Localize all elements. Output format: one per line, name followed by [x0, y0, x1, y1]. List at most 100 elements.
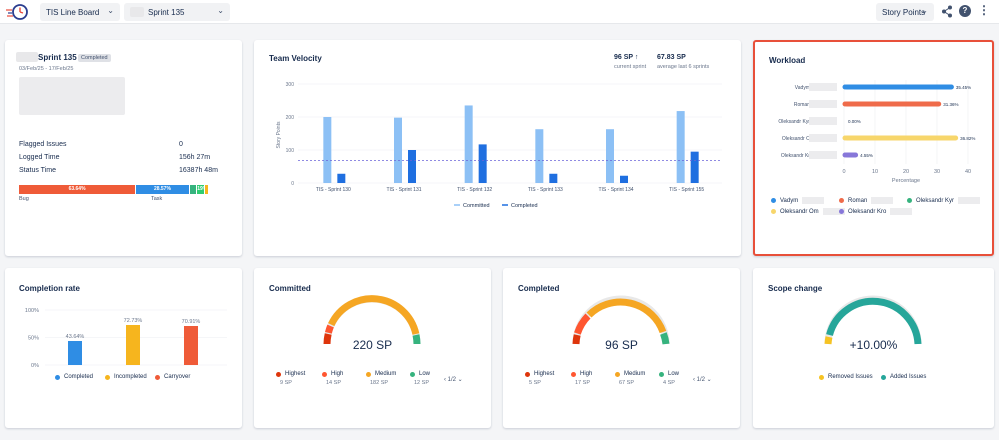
sprint-dropdown-label: Sprint 135 — [148, 7, 185, 17]
share-icon[interactable] — [941, 5, 953, 18]
legend-item[interactable]: Medium — [366, 371, 396, 377]
sprint-dropdown[interactable]: Sprint 135 ⌄ — [124, 3, 230, 21]
legend-item[interactable]: Vadym — [771, 197, 825, 204]
x-tick-label: TIS - Sprint 133 — [528, 187, 563, 193]
legend-value: 4 SP — [663, 380, 675, 386]
gauge-segment-low — [660, 332, 670, 345]
sprint-avatar — [16, 52, 38, 62]
y-tick-label: 300 — [286, 82, 295, 88]
legend-item[interactable]: Oleksandr Kyr — [907, 197, 981, 204]
completion-bar — [184, 325, 198, 365]
stat-label: Status Time — [19, 167, 56, 174]
name-redaction — [809, 134, 837, 142]
legend-item[interactable]: Oleksandr Om — [771, 208, 845, 215]
y-tick-label: Oleksandr Kyr — [778, 119, 810, 125]
completion-bar — [126, 324, 140, 365]
y-tick-label: 0% — [31, 363, 39, 369]
chevron-down-icon: ⌄ — [107, 6, 114, 15]
card-title: Scope change — [768, 284, 823, 293]
stat-label: Logged Time — [19, 154, 60, 161]
legend-item[interactable]: Highest — [525, 371, 554, 377]
legend-value: 67 SP — [619, 380, 634, 386]
legend-item[interactable]: Highest — [276, 371, 305, 377]
issue-type-segment[interactable]: 28.57% — [136, 185, 189, 194]
x-tick-label: TIS - Sprint 131 — [386, 187, 421, 193]
legend-value: 12 SP — [414, 380, 429, 386]
gauge-value: +10.00% — [849, 338, 898, 352]
team-velocity-card: Team Velocity 96 SP ↑ current sprint 67.… — [254, 40, 741, 256]
issue-type-segment[interactable]: 63.64% — [19, 185, 136, 194]
sprint-avatar — [130, 7, 144, 17]
legend-item[interactable]: Medium — [615, 371, 645, 377]
legend-label: Oleksandr Om — [780, 208, 819, 215]
legend-pager[interactable]: ‹ 1/2 ⌄ — [693, 377, 712, 383]
sprint-goal-placeholder — [19, 77, 125, 115]
y-tick-label: 0 — [291, 181, 294, 187]
legend-label: Low — [668, 371, 680, 377]
name-redaction — [822, 208, 845, 215]
legend-item-removed: Removed Issues — [819, 374, 873, 380]
legend-item[interactable]: Completed — [55, 374, 93, 380]
pager-label: 1/2 — [696, 377, 706, 383]
legend-value: 5 SP — [529, 380, 541, 386]
y-tick-label: Roman — [794, 102, 810, 108]
legend-item[interactable]: High — [571, 371, 592, 377]
stat-value: 16387h 48m — [179, 167, 218, 174]
workload-bar-cap — [842, 152, 848, 158]
app-logo-icon — [6, 4, 28, 20]
legend-item[interactable]: Carryover — [155, 374, 190, 380]
legend-pager[interactable]: ‹ 1/2 ⌄ — [444, 377, 463, 383]
completed-bar — [478, 144, 487, 183]
current-sp: 96 SP ↑ — [614, 54, 639, 61]
y-tick-label: 200 — [286, 115, 295, 121]
legend-label: Carryover — [164, 374, 191, 380]
stat-value: 0 — [179, 141, 183, 148]
sprint-summary-card: Sprint 135 Completed 03/Feb/25 - 17/Feb/… — [5, 40, 242, 256]
card-title: Completed — [518, 284, 560, 293]
workload-bar-cap — [842, 84, 848, 90]
completed-bar — [337, 173, 346, 183]
completion-rate-card: Completion rate 0% 50% 100% 43.64% 72.73% 70.… — [5, 268, 242, 428]
issue-type-segment[interactable] — [204, 185, 209, 194]
help-icon[interactable]: ? — [959, 5, 971, 17]
stat-value: 156h 27m — [179, 154, 211, 161]
legend-value: 14 SP — [326, 380, 341, 386]
data-label: 4.55% — [860, 153, 873, 158]
x-axis-label: Percentage — [892, 178, 920, 184]
completed-bar — [549, 173, 558, 183]
completed-bar — [690, 151, 699, 183]
chevron-down-icon: ⌄ — [921, 6, 928, 15]
legend-value: 9 SP — [280, 380, 292, 386]
x-tick-label: 30 — [934, 169, 940, 175]
x-tick-label: TIS - Sprint 134 — [598, 187, 633, 193]
name-redaction — [958, 197, 981, 204]
legend-item[interactable]: Incompleted — [105, 374, 147, 380]
workload-bar-cap — [842, 101, 848, 107]
data-label: 31.36% — [943, 102, 958, 107]
completed-bar — [620, 175, 628, 183]
status-badge: Completed — [78, 54, 111, 62]
issue-type-segment[interactable]: 19% — [197, 185, 204, 194]
project-dropdown[interactable]: TIS Line Board ⌄ — [40, 3, 120, 21]
x-tick-label: TIS - Sprint 155 — [669, 187, 704, 193]
legend-label: High — [580, 371, 593, 377]
points-dropdown[interactable]: Story Points ⌄ — [876, 3, 934, 21]
issue-type-segment[interactable] — [189, 185, 197, 194]
legend-item[interactable]: Roman — [839, 197, 894, 204]
committed-bar — [606, 129, 614, 183]
gauge-value: 96 SP — [605, 338, 638, 352]
legend-label: Vadym — [780, 197, 799, 204]
legend-item[interactable]: Low — [410, 371, 430, 377]
legend-label: Incompleted — [114, 374, 147, 380]
legend-item[interactable]: High — [322, 371, 343, 377]
legend-item-added: Added Issues — [881, 374, 926, 380]
legend-label: Medium — [624, 371, 646, 377]
data-label: 0.00% — [848, 119, 861, 124]
x-tick-label: 10 — [872, 169, 878, 175]
legend-item[interactable]: Low — [659, 371, 679, 377]
workload-bar — [844, 152, 859, 158]
more-menu-icon[interactable]: ⋮ — [978, 3, 990, 17]
legend-item[interactable]: Oleksandr Kro — [839, 208, 913, 215]
name-redaction — [890, 208, 913, 215]
gauge-segment-highest — [323, 333, 332, 345]
